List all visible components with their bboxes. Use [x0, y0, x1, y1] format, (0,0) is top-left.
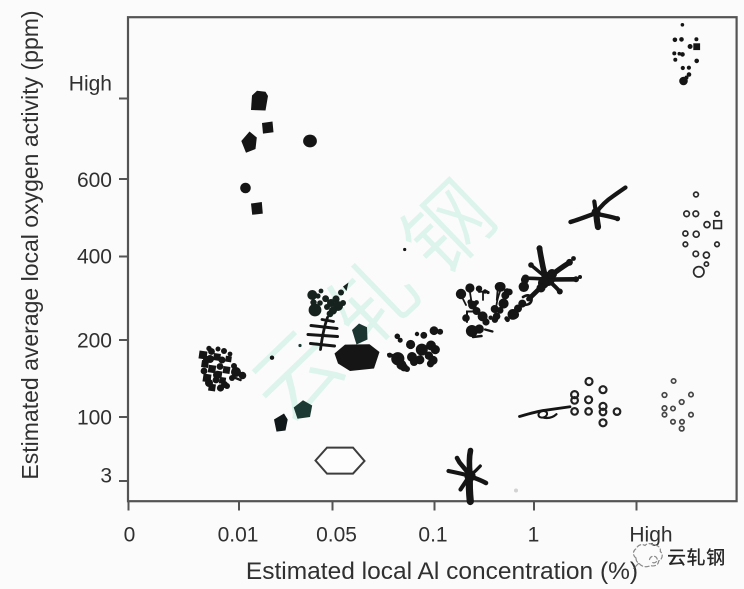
svg-text:600: 600: [77, 169, 112, 192]
svg-text:High: High: [629, 524, 672, 547]
svg-text:3: 3: [100, 465, 112, 488]
svg-text:0.01: 0.01: [218, 524, 259, 547]
svg-text:100: 100: [77, 407, 112, 430]
svg-text:200: 200: [77, 330, 112, 353]
svg-text:1: 1: [528, 524, 540, 547]
svg-text:0: 0: [124, 524, 136, 547]
svg-text:0.05: 0.05: [316, 524, 357, 547]
svg-text:Estimated local Al concentrati: Estimated local Al concentration (%): [246, 558, 638, 585]
svg-text:0.1: 0.1: [418, 524, 447, 547]
svg-text:High: High: [69, 73, 112, 96]
svg-text:Estimated average local oxygen: Estimated average local oxygen activity …: [17, 10, 43, 479]
svg-text:400: 400: [77, 246, 112, 269]
